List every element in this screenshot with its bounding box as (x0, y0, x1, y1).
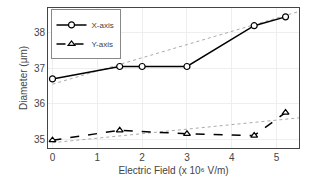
svg-text:4: 4 (229, 152, 235, 163)
svg-text:38: 38 (34, 27, 46, 38)
svg-text:1: 1 (95, 152, 101, 163)
svg-text:2: 2 (139, 152, 145, 163)
svg-text:5: 5 (274, 152, 280, 163)
svg-text:35: 35 (34, 134, 46, 145)
svg-text:36: 36 (34, 98, 46, 109)
svg-text:3: 3 (184, 152, 190, 163)
svg-text:Diameter (μm): Diameter (μm) (18, 46, 29, 110)
svg-text:Electric Field (x 10⁶ V/m): Electric Field (x 10⁶ V/m) (118, 165, 228, 176)
svg-text:37: 37 (34, 63, 46, 74)
svg-text:X-axis: X-axis (92, 21, 114, 30)
svg-text:Y-axis: Y-axis (92, 40, 114, 49)
svg-text:0: 0 (50, 152, 56, 163)
